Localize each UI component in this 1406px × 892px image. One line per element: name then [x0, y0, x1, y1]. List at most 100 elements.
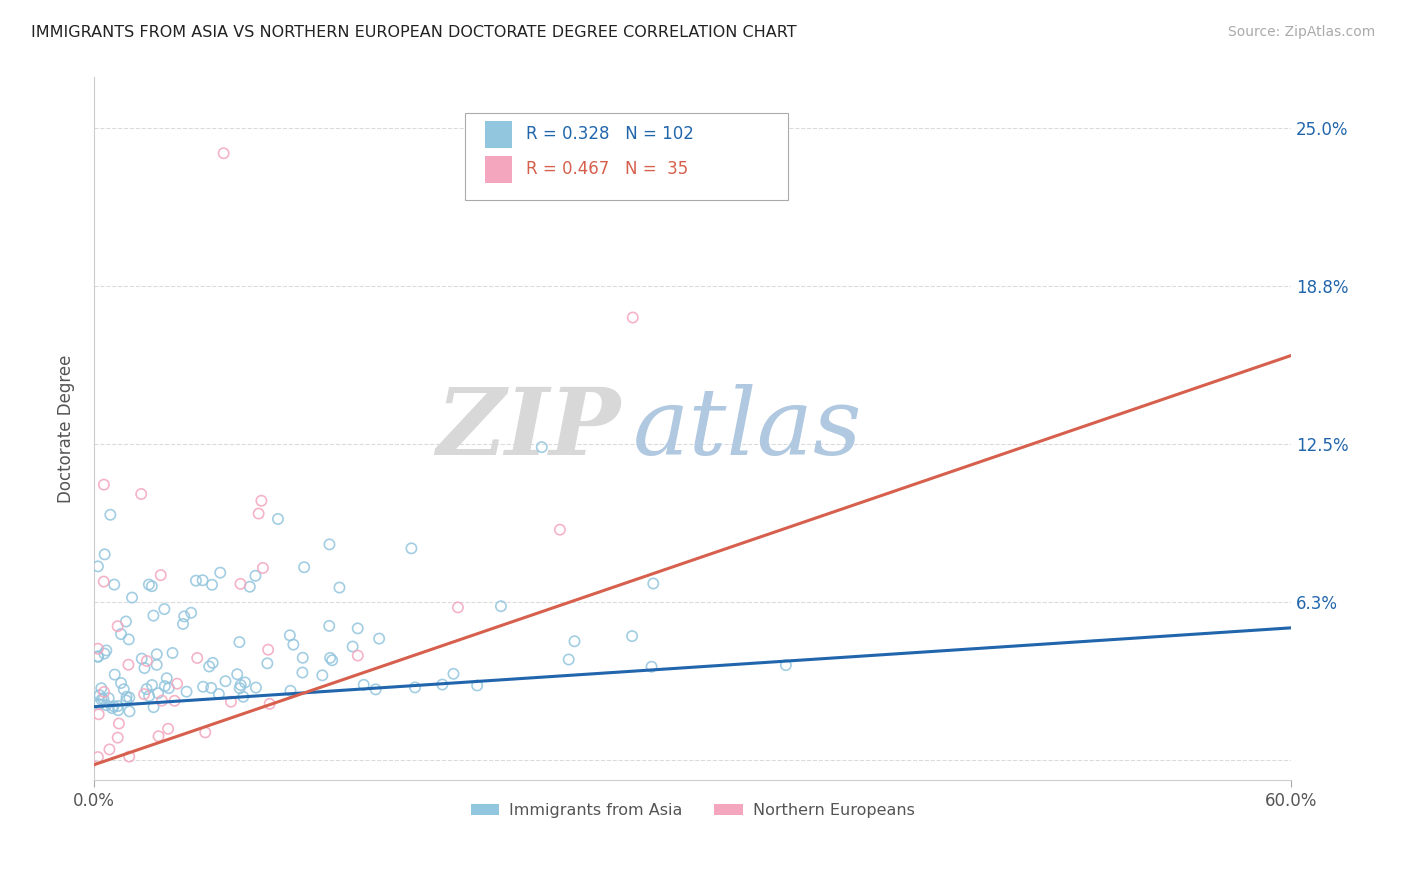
Point: [233, 675, 256, 690]
Point: [153, 679, 176, 693]
Point: [135, 654, 157, 668]
Text: R = 0.328   N = 102: R = 0.328 N = 102: [526, 126, 695, 144]
Point: [443, 666, 465, 681]
Point: [141, 579, 163, 593]
Point: [228, 635, 250, 649]
Point: [353, 678, 375, 692]
Point: [107, 731, 129, 745]
Text: IMMIGRANTS FROM ASIA VS NORTHERN EUROPEAN DOCTORATE DEGREE CORRELATION CHART: IMMIGRANTS FROM ASIA VS NORTHERN EUROPEA…: [31, 25, 797, 40]
Point: [640, 659, 662, 673]
Point: [212, 146, 235, 161]
Point: [191, 680, 214, 694]
Point: [150, 694, 173, 708]
Point: [250, 493, 273, 508]
Point: [245, 569, 267, 583]
Point: [101, 701, 124, 715]
Point: [209, 566, 232, 580]
Text: R = 0.467   N =  35: R = 0.467 N = 35: [526, 161, 689, 178]
Point: [342, 640, 364, 654]
Point: [247, 507, 270, 521]
Point: [104, 667, 127, 681]
Point: [201, 656, 224, 670]
Point: [548, 523, 571, 537]
Point: [90, 692, 112, 706]
Point: [226, 667, 249, 681]
Point: [103, 577, 125, 591]
Point: [149, 568, 172, 582]
Point: [257, 642, 280, 657]
Point: [134, 661, 156, 675]
Bar: [485, 121, 512, 148]
Point: [93, 647, 115, 661]
Point: [321, 653, 343, 667]
Point: [214, 674, 236, 689]
Point: [93, 547, 115, 561]
Point: [229, 678, 252, 692]
Point: [110, 627, 132, 641]
Point: [328, 581, 350, 595]
Point: [489, 599, 512, 614]
Point: [93, 477, 115, 491]
Legend: Immigrants from Asia, Northern Europeans: Immigrants from Asia, Northern Europeans: [464, 797, 921, 825]
Point: [103, 699, 125, 714]
Bar: [485, 156, 512, 183]
Point: [118, 632, 141, 647]
Point: [200, 681, 222, 695]
Point: [87, 697, 110, 711]
Point: [278, 628, 301, 642]
Point: [219, 695, 242, 709]
Point: [107, 619, 129, 633]
Point: [142, 700, 165, 714]
Point: [138, 577, 160, 591]
Point: [186, 651, 208, 665]
Point: [87, 649, 110, 664]
Point: [134, 687, 156, 701]
Point: [93, 685, 115, 699]
Point: [283, 638, 305, 652]
Point: [311, 668, 333, 682]
Point: [142, 608, 165, 623]
Point: [135, 682, 157, 697]
Point: [87, 641, 110, 656]
Point: [346, 621, 368, 635]
Point: [87, 649, 110, 664]
Point: [291, 665, 314, 680]
Point: [228, 681, 250, 695]
Point: [87, 559, 110, 574]
Point: [432, 677, 454, 691]
Point: [98, 508, 121, 522]
Point: [775, 658, 797, 673]
Point: [110, 676, 132, 690]
Point: [145, 647, 167, 661]
Point: [148, 729, 170, 743]
Point: [252, 561, 274, 575]
Point: [621, 629, 644, 643]
Point: [180, 606, 202, 620]
Point: [121, 591, 143, 605]
Point: [280, 683, 302, 698]
Point: [129, 487, 152, 501]
Point: [146, 686, 169, 700]
Point: [239, 580, 262, 594]
Point: [117, 657, 139, 672]
Point: [96, 643, 118, 657]
Point: [643, 576, 665, 591]
Point: [368, 632, 391, 646]
Point: [401, 541, 423, 556]
Point: [621, 310, 644, 325]
Point: [201, 578, 224, 592]
Point: [346, 648, 368, 663]
Point: [115, 693, 138, 707]
Point: [118, 749, 141, 764]
Point: [172, 616, 194, 631]
Point: [318, 537, 340, 551]
Point: [115, 615, 138, 629]
Point: [176, 684, 198, 698]
Point: [557, 652, 579, 666]
Point: [259, 697, 281, 711]
Point: [153, 602, 176, 616]
Point: [98, 742, 121, 756]
Point: [97, 691, 120, 706]
Point: [141, 678, 163, 692]
Point: [166, 676, 188, 690]
